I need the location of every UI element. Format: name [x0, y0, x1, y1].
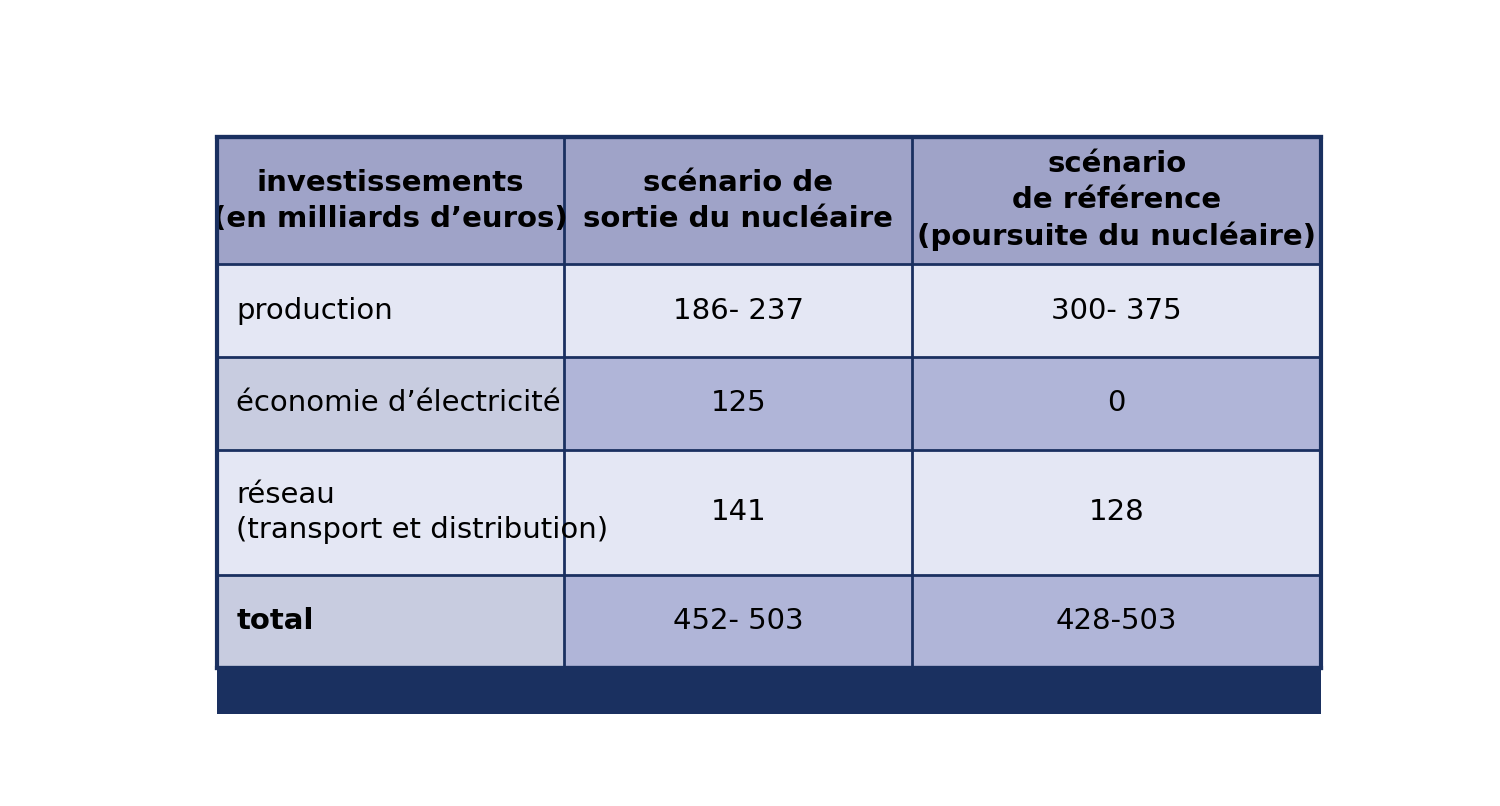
Bar	[564, 575, 1322, 667]
Bar	[216, 667, 1322, 714]
Bar	[216, 450, 564, 575]
Text: scénario
de référence
(poursuite du nucléaire): scénario de référence (poursuite du nucl…	[916, 150, 1316, 251]
Text: 300- 375: 300- 375	[1052, 297, 1182, 325]
Text: 141: 141	[711, 498, 766, 526]
Bar	[564, 357, 1322, 450]
Text: scénario de
sortie du nucléaire: scénario de sortie du nucléaire	[584, 169, 894, 233]
Bar	[216, 357, 564, 450]
Text: production: production	[237, 297, 393, 325]
Text: 125: 125	[711, 389, 766, 418]
Bar	[216, 137, 1322, 667]
Bar	[216, 264, 564, 357]
Text: réseau
(transport et distribution): réseau (transport et distribution)	[237, 481, 609, 544]
Bar	[564, 264, 1322, 357]
Bar	[216, 575, 564, 667]
Text: 428-503: 428-503	[1056, 608, 1178, 635]
Text: investissements
(en milliards d’euros): investissements (en milliards d’euros)	[213, 169, 568, 233]
Text: 0: 0	[1107, 389, 1126, 418]
Text: 128: 128	[1089, 498, 1144, 526]
Bar	[564, 450, 1322, 575]
Text: 186- 237: 186- 237	[674, 297, 804, 325]
Text: économie d’électricité: économie d’électricité	[237, 389, 561, 418]
Text: total: total	[237, 608, 314, 635]
Bar	[216, 137, 1322, 264]
Text: 452- 503: 452- 503	[674, 608, 804, 635]
